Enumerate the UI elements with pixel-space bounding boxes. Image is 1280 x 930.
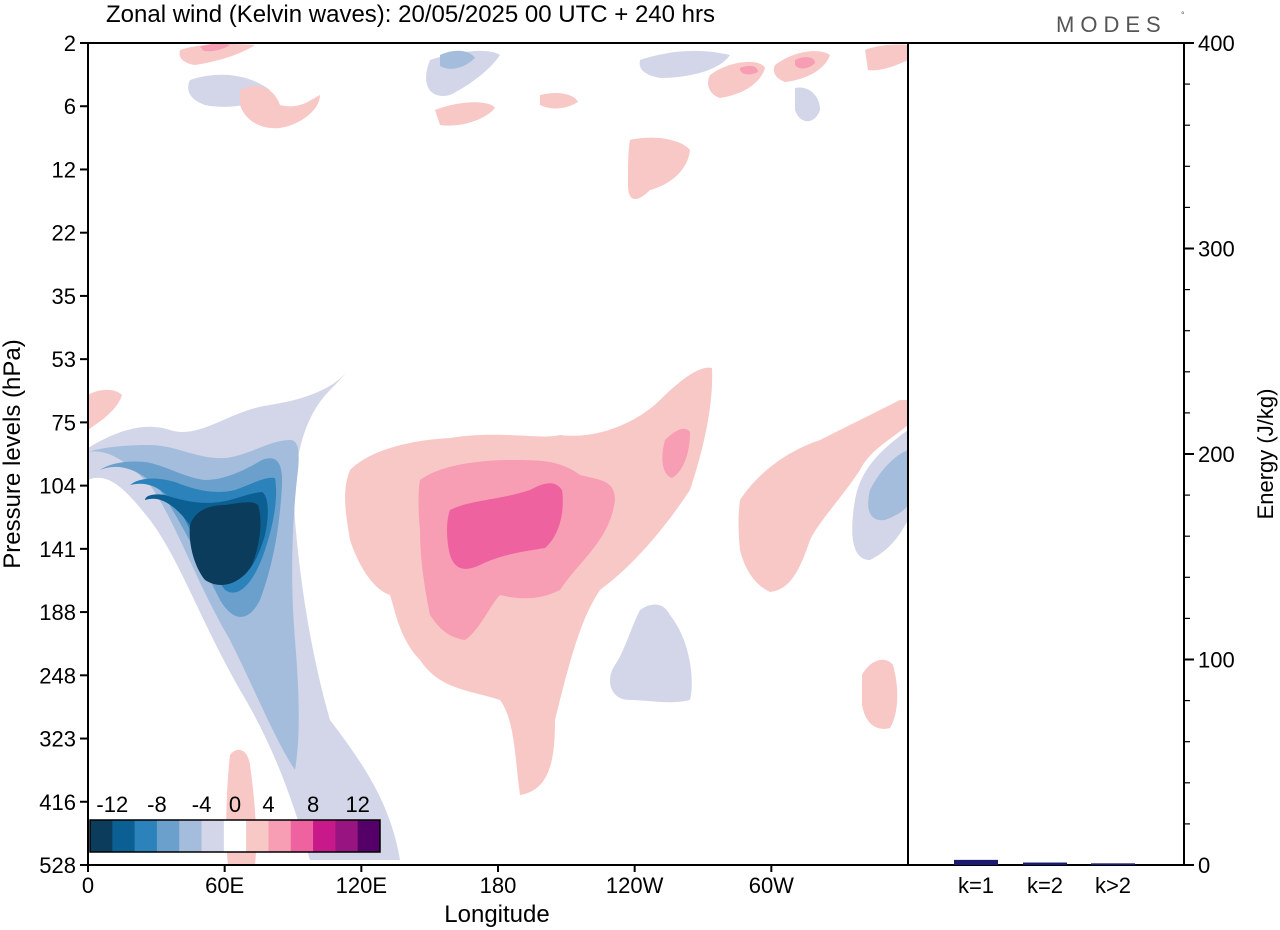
longitude-axis: 0 60E 120E 180 120W 60W <box>82 865 794 898</box>
longitude-tick-label: 180 <box>480 873 517 898</box>
longitude-tick-label: 0 <box>82 873 94 898</box>
energy-tick-label: 100 <box>1198 648 1235 673</box>
colorbar-swatch <box>112 820 136 852</box>
blob-pos-high3 <box>540 92 578 109</box>
blob-pos-east-small <box>662 428 690 478</box>
energy-bar <box>1023 862 1067 865</box>
blob-pos-high10 <box>795 57 815 69</box>
blob-pos-high5 <box>708 61 765 98</box>
colorbar-label: -8 <box>147 792 167 817</box>
pressure-tick-label: 12 <box>52 157 76 182</box>
chart-title: Zonal wind (Kelvin waves): 20/05/2025 00… <box>106 1 715 28</box>
energy-category-label: k>2 <box>1095 873 1131 898</box>
blob-neg-high4 <box>795 87 820 122</box>
energy-category-label: k=1 <box>958 873 994 898</box>
pressure-tick-label: 53 <box>52 347 76 372</box>
colorbar-swatch <box>134 820 158 852</box>
blob-pos-high8b <box>200 43 230 52</box>
blob-pos-east <box>738 400 908 592</box>
pressure-tick-label: 35 <box>52 284 76 309</box>
x-axis-label: Longitude <box>444 901 549 928</box>
energy-tick-label: 400 <box>1198 31 1235 56</box>
colorbar-swatch <box>179 820 203 852</box>
modes-logo: MODES ° <box>1056 10 1185 37</box>
blob-pos-high1 <box>240 85 320 129</box>
kelvin-wave-field <box>88 43 908 865</box>
energy-category-label: k=2 <box>1027 873 1063 898</box>
colorbar-swatch <box>357 820 381 852</box>
energy-bar <box>1091 863 1135 865</box>
energy-bars: k=1 k=2 k>2 <box>954 859 1135 898</box>
pressure-axis: 2 6 12 22 35 53 75 104 141 188 248 323 416 528 <box>39 31 88 878</box>
colorbar-label: 12 <box>345 792 369 817</box>
pressure-tick-label: 141 <box>39 537 76 562</box>
colorbar-swatch <box>268 820 292 852</box>
energy-plot-frame <box>907 42 1185 866</box>
pressure-tick-label: 2 <box>64 31 76 56</box>
longitude-tick-label: 120E <box>336 873 387 898</box>
energy-axis-label: Energy (J/kg) <box>1253 389 1278 520</box>
colorbar-label: -12 <box>96 792 128 817</box>
pressure-tick-label: 528 <box>39 853 76 878</box>
energy-axis: 0 100 200 300 400 <box>1184 31 1235 878</box>
longitude-tick-label: 60E <box>205 873 244 898</box>
blob-neg-high5 <box>440 50 475 69</box>
blob-pos-l2 <box>447 483 563 569</box>
blob-neg-core <box>189 502 261 585</box>
pressure-tick-label: 416 <box>39 790 76 815</box>
pressure-tick-label: 22 <box>52 221 76 246</box>
energy-tick-label: 300 <box>1198 237 1235 262</box>
y-axis-label: Pressure levels (hPa) <box>0 339 26 568</box>
colorbar-swatch <box>290 820 314 852</box>
pressure-tick-label: 104 <box>39 474 76 499</box>
colorbar-swatch <box>223 820 247 852</box>
blob-neg-north <box>610 604 692 703</box>
pressure-tick-label: 75 <box>52 410 76 435</box>
energy-tick-label: 0 <box>1198 853 1210 878</box>
logo-text: MODES <box>1056 12 1167 37</box>
blob-pos-high8 <box>179 43 255 65</box>
blob-pos-high2 <box>435 102 495 126</box>
pressure-tick-label: 6 <box>64 94 76 119</box>
colorbar-label: 4 <box>262 792 274 817</box>
colorbar-swatch <box>313 820 336 852</box>
blob-pos-high4 <box>628 137 690 200</box>
energy-bar <box>954 859 998 865</box>
colorbar-label: -4 <box>192 792 212 817</box>
pressure-tick-label: 188 <box>39 600 76 625</box>
colorbar: -12 -8 -4 0 4 8 12 <box>89 792 381 853</box>
colorbar-label: 0 <box>229 792 241 817</box>
colorbar-swatch <box>90 820 113 852</box>
colorbar-swatch <box>156 820 180 852</box>
colorbar-swatch <box>201 820 225 852</box>
blob-pos-west <box>88 389 122 430</box>
colorbar-frame <box>89 819 381 853</box>
longitude-tick-label: 120W <box>606 873 664 898</box>
pressure-tick-label: 323 <box>39 727 76 752</box>
longitude-tick-label: 60W <box>749 873 794 898</box>
blob-neg-high3 <box>639 50 730 78</box>
energy-tick-label: 200 <box>1198 442 1235 467</box>
colorbar-swatch <box>246 820 269 852</box>
blob-pos-high9 <box>740 65 758 75</box>
blob-neg-east <box>868 450 908 521</box>
blob-pos-se <box>862 659 898 729</box>
blob-pos-high7 <box>865 44 908 71</box>
colorbar-label: 8 <box>307 792 319 817</box>
colorbar-swatch <box>335 820 359 852</box>
logo-mark: ° <box>1181 10 1185 20</box>
pressure-tick-label: 248 <box>39 663 76 688</box>
